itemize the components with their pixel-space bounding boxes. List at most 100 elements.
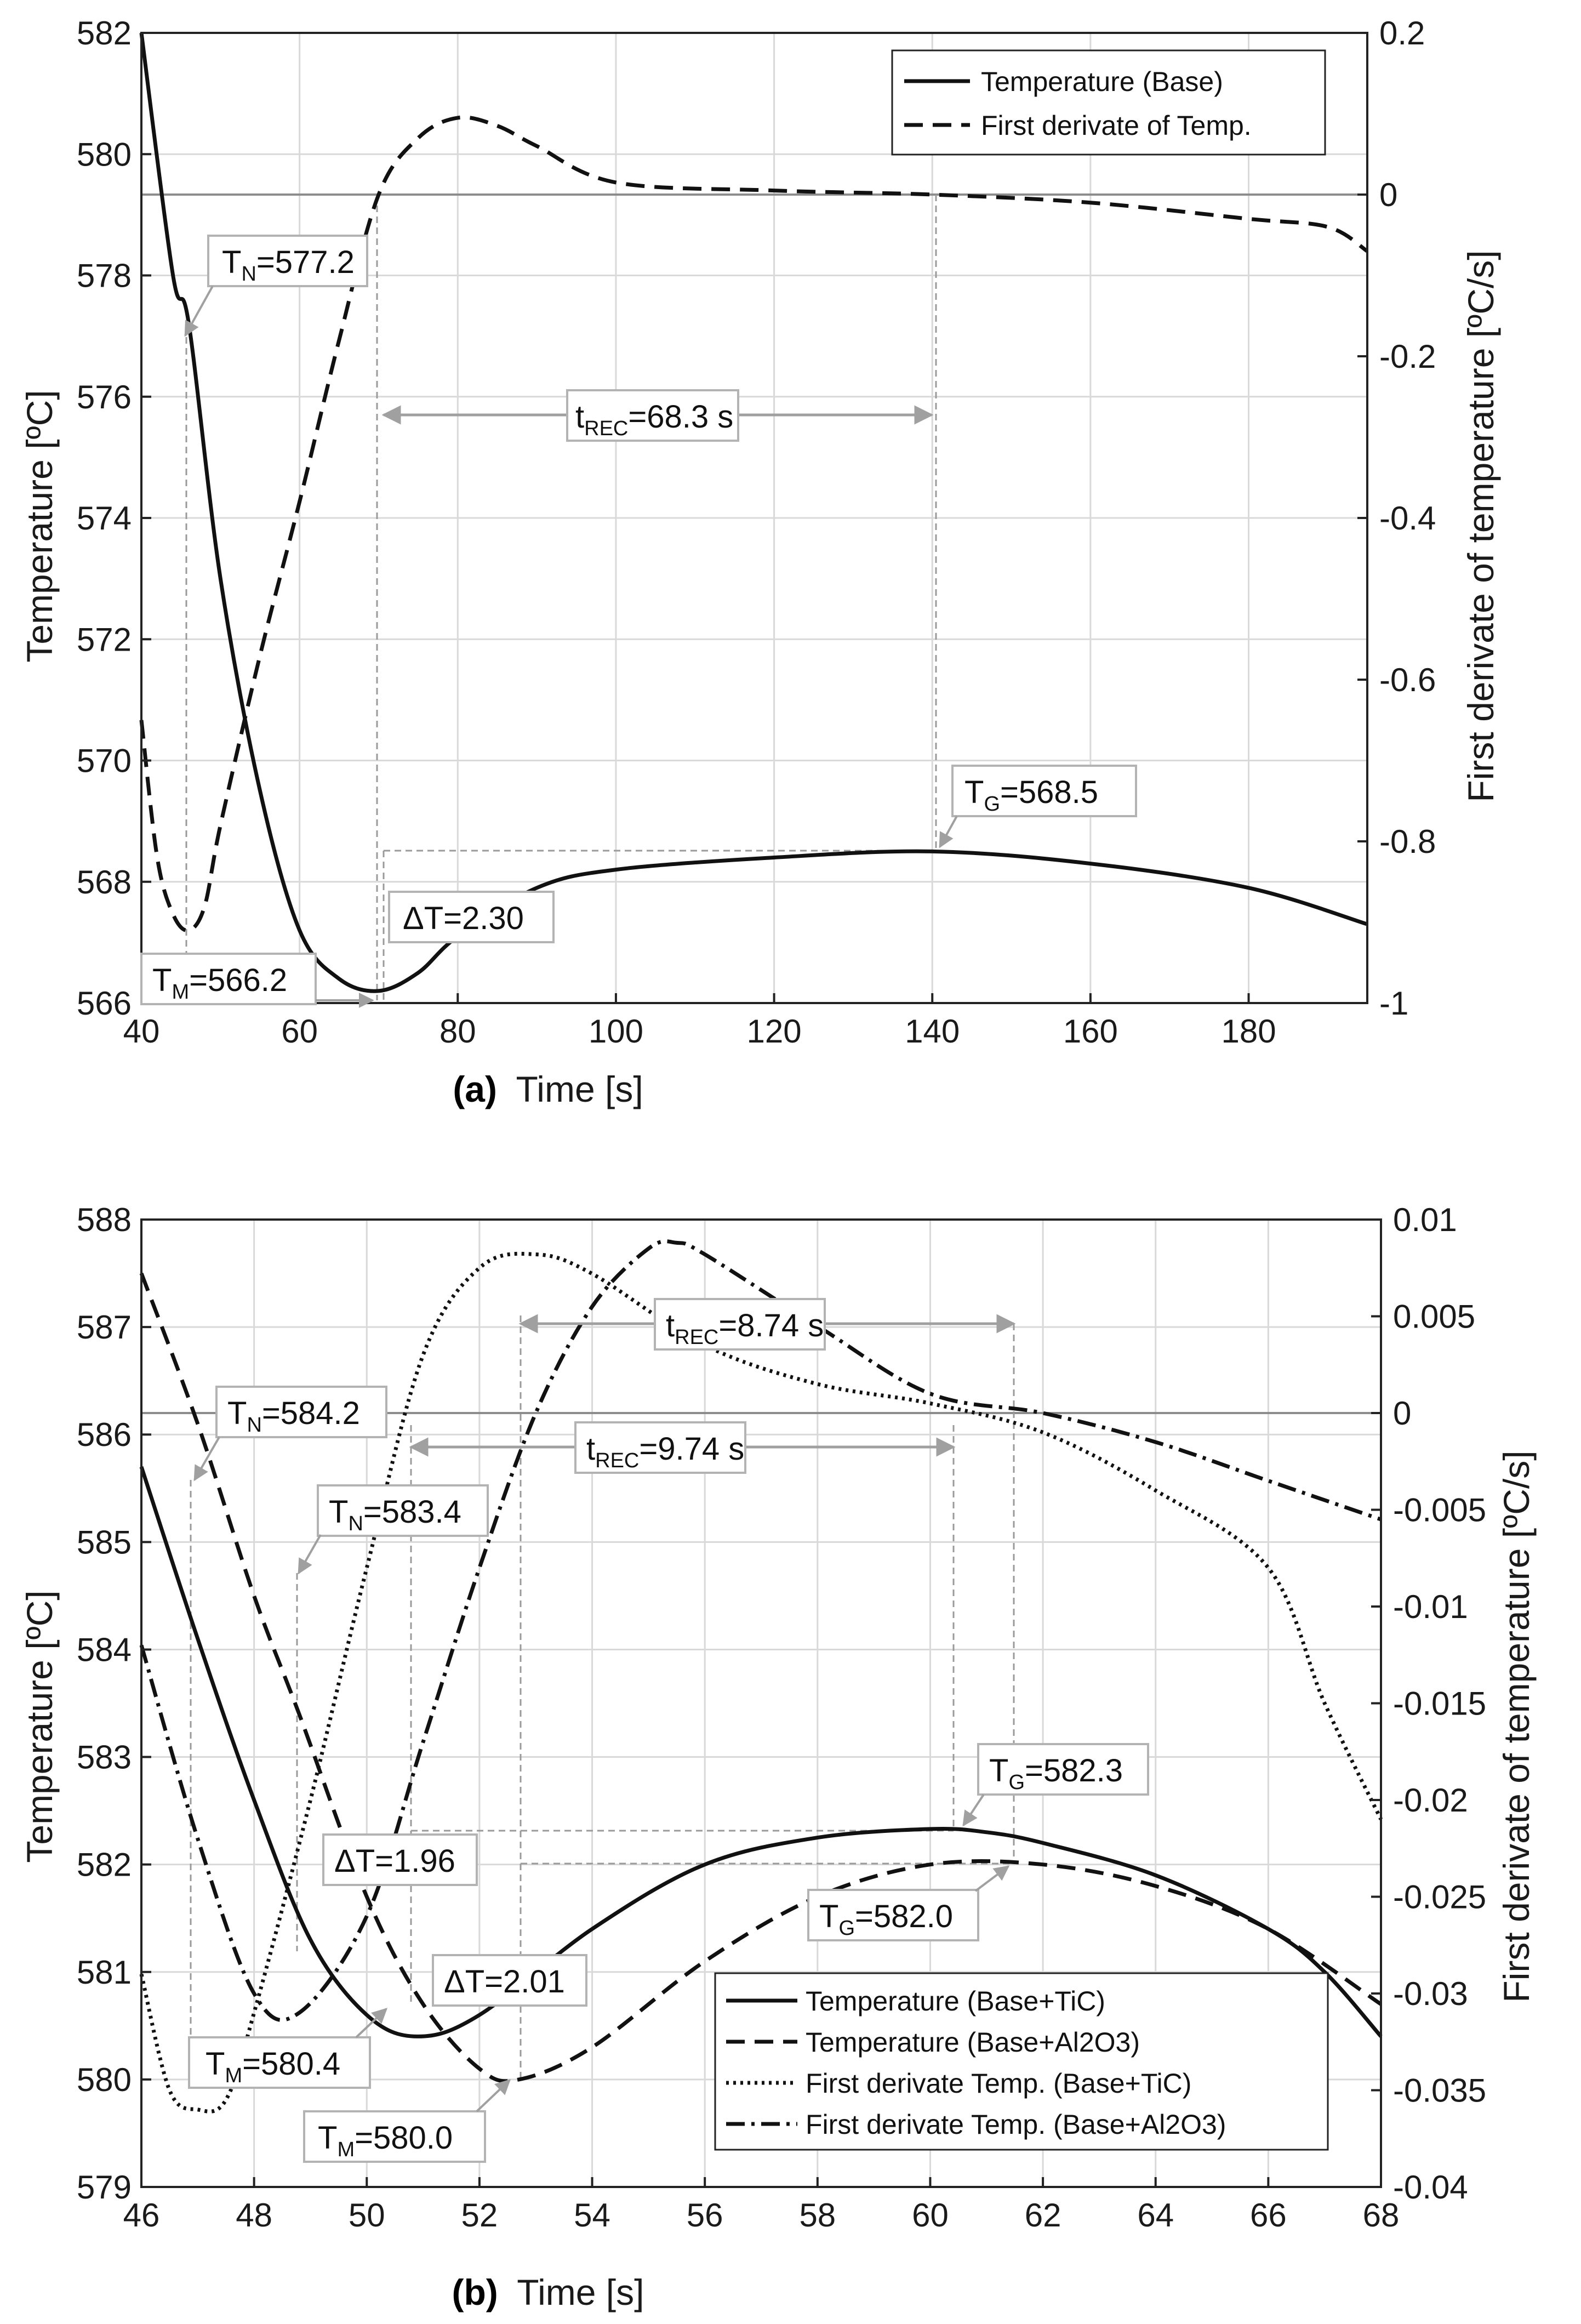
svg-text:TM=580.0: TM=580.0 bbox=[318, 2120, 453, 2161]
svg-text:ΔT=1.96: ΔT=1.96 bbox=[334, 1843, 455, 1879]
x-tick-label: 56 bbox=[687, 2197, 723, 2234]
legend-box-a bbox=[891, 49, 1326, 156]
y2-tick-label: -0.025 bbox=[1393, 1879, 1486, 1916]
y2-tick-label: -0.2 bbox=[1379, 338, 1436, 375]
x-tick-label: 140 bbox=[905, 1013, 960, 1050]
x-tick-label: 40 bbox=[123, 1013, 160, 1050]
series-line-2 bbox=[139, 1251, 1383, 2114]
y2-tick-label: 0 bbox=[1393, 1395, 1411, 1432]
annotation-trec-a: tREC=68.3 s bbox=[381, 389, 934, 442]
y-tick-label: 578 bbox=[77, 258, 132, 294]
legend-label-temperature-base: Temperature (Base) bbox=[981, 66, 1223, 97]
y-tick-label: 576 bbox=[77, 379, 132, 415]
x-tick-label: 58 bbox=[799, 2197, 836, 2234]
y-tick-label: 570 bbox=[77, 743, 132, 779]
y-ticks-b: 579 580 581 582 583 584 585 586 587 588 bbox=[77, 1201, 151, 2206]
x-tick-label: 80 bbox=[440, 1013, 476, 1050]
x-tick-label: 48 bbox=[236, 2197, 272, 2234]
series-line-3 bbox=[139, 1239, 1382, 2022]
y-tick-label: 580 bbox=[77, 136, 132, 173]
y-tick-label: 588 bbox=[77, 1201, 132, 1238]
y-tick-label: 584 bbox=[77, 1631, 132, 1668]
y2-tick-label: -0.8 bbox=[1379, 823, 1436, 860]
y2-axis-title-b: First derivate of temperature [ºC/s] bbox=[1496, 1450, 1537, 2002]
y-tick-label: 582 bbox=[77, 15, 132, 52]
guide-lines-a bbox=[185, 195, 937, 1000]
legend-box-b bbox=[714, 1972, 1329, 2151]
y2-ticks-a: -1 -0.8 -0.6 -0.4 -0.2 0 0.2 bbox=[1357, 15, 1436, 1022]
svg-text:TN=577.2: TN=577.2 bbox=[222, 244, 355, 286]
y2-tick-label: 0.2 bbox=[1379, 15, 1425, 52]
x-tick-label: 50 bbox=[349, 2197, 385, 2234]
y2-tick-label: -0.035 bbox=[1393, 2072, 1486, 2109]
annotation-tg-al2o3-b: TG=582.0 bbox=[807, 1865, 1010, 1941]
chart-panel-b: 46 48 50 52 54 56 58 60 62 64 66 68 579580581582583… bbox=[19, 1201, 1537, 2312]
x-tick-label: 64 bbox=[1137, 2197, 1174, 2234]
y2-tick-label: -0.02 bbox=[1393, 1782, 1468, 1819]
y-axis-title-a: Temperature [ºC] bbox=[19, 390, 60, 662]
svg-text:ΔT=2.01: ΔT=2.01 bbox=[444, 1964, 565, 2000]
x-tick-label: 46 bbox=[123, 2197, 160, 2234]
annotation-dt-tic-b: ΔT=1.96 bbox=[322, 1833, 478, 1886]
y2-axis-title-a: First derivate of temperature [ºC/s] bbox=[1460, 250, 1501, 802]
y-tick-label: 566 bbox=[77, 985, 132, 1022]
legend-b: Temperature (Base+TiC) Temperature (Base… bbox=[714, 1972, 1329, 2151]
legend-label-deriv-tic: First derivate Temp. (Base+TiC) bbox=[806, 2068, 1191, 2099]
panel-letter-a: (a) bbox=[453, 1069, 497, 1109]
x-tick-label: 120 bbox=[747, 1013, 802, 1050]
x-tick-label: 68 bbox=[1363, 2197, 1400, 2234]
y2-tick-label: -0.04 bbox=[1393, 2169, 1468, 2206]
svg-text:TG=568.5: TG=568.5 bbox=[964, 774, 1098, 816]
svg-text:TG=582.3: TG=582.3 bbox=[989, 1753, 1123, 1794]
svg-text:TN=583.4: TN=583.4 bbox=[329, 1494, 461, 1535]
annotation-tg-tic-b: TG=582.3 bbox=[962, 1743, 1149, 1827]
svg-text:TG=582.0: TG=582.0 bbox=[819, 1899, 953, 1940]
svg-text:TN=584.2: TN=584.2 bbox=[227, 1395, 360, 1437]
annotation-dt-a: ΔT=2.30 bbox=[388, 891, 555, 943]
y-tick-label: 581 bbox=[77, 1954, 132, 1991]
y-axis-title-b: Temperature [ºC] bbox=[19, 1590, 60, 1862]
series-a bbox=[139, 32, 1368, 993]
x-tick-label: 60 bbox=[912, 2197, 949, 2234]
annotation-tn-tic-b: TN=584.2 bbox=[193, 1386, 387, 1482]
y2-tick-label: 0 bbox=[1379, 176, 1397, 213]
x-tick-label: 180 bbox=[1221, 1013, 1276, 1050]
x-tick-label: 160 bbox=[1063, 1013, 1118, 1050]
series-line-0 bbox=[139, 32, 1368, 993]
x-axis-title-a: Time [s] bbox=[516, 1069, 643, 1109]
svg-text:TM=566.2: TM=566.2 bbox=[152, 962, 287, 1004]
annotation-tn-al2o3-b: TN=583.4 bbox=[298, 1484, 489, 1575]
annotation-tn-a: TN=577.2 bbox=[184, 235, 368, 337]
y-tick-label: 587 bbox=[77, 1309, 132, 1346]
y-tick-label: 572 bbox=[77, 621, 132, 658]
annotation-trec-al2o3-b: tREC=8.74 s bbox=[518, 1298, 1016, 1351]
chart-panel-a: 40 60 80 100 120 140 160 180 566 568 570 572 574 576… bbox=[19, 15, 1501, 1109]
x-tick-label: 52 bbox=[461, 2197, 498, 2234]
series-line-0 bbox=[139, 1466, 1383, 2038]
svg-text:ΔT=2.30: ΔT=2.30 bbox=[403, 901, 524, 936]
y2-tick-label: -0.4 bbox=[1379, 500, 1436, 537]
svg-text:TM=580.4: TM=580.4 bbox=[206, 2046, 340, 2087]
svg-text:tREC=8.74 s: tREC=8.74 s bbox=[666, 1308, 824, 1349]
svg-text:tREC=9.74 s: tREC=9.74 s bbox=[586, 1431, 744, 1472]
y-tick-label: 568 bbox=[77, 864, 132, 901]
x-tick-label: 54 bbox=[574, 2197, 610, 2234]
y2-tick-label: -0.03 bbox=[1393, 1975, 1468, 2012]
y-tick-label: 574 bbox=[77, 500, 132, 537]
annotation-tm-tic-b: TM=580.4 bbox=[188, 2008, 388, 2089]
x-tick-label: 62 bbox=[1025, 2197, 1061, 2234]
annotation-tg-a: TG=568.5 bbox=[939, 765, 1137, 848]
y2-tick-label: -1 bbox=[1379, 985, 1408, 1022]
legend-a: Temperature (Base) First derivate of Tem… bbox=[891, 49, 1326, 156]
svg-text:tREC=68.3 s: tREC=68.3 s bbox=[575, 399, 733, 440]
y2-tick-label: -0.01 bbox=[1393, 1588, 1468, 1625]
legend-label-deriv-al2o3: First derivate Temp. (Base+Al2O3) bbox=[806, 2109, 1226, 2140]
y2-ticks-b: -0.04 -0.035 -0.03 -0.025 -0.02 -0.015 -0.01 -0… bbox=[1371, 1201, 1486, 2206]
series-b bbox=[139, 1239, 1383, 2114]
panel-letter-b: (b) bbox=[452, 2272, 498, 2312]
y2-tick-label: 0.005 bbox=[1393, 1298, 1475, 1335]
annotation-trec-tic-b: tREC=9.74 s bbox=[409, 1421, 956, 1474]
x-tick-label: 100 bbox=[589, 1013, 643, 1050]
x-tick-label: 60 bbox=[281, 1013, 318, 1050]
